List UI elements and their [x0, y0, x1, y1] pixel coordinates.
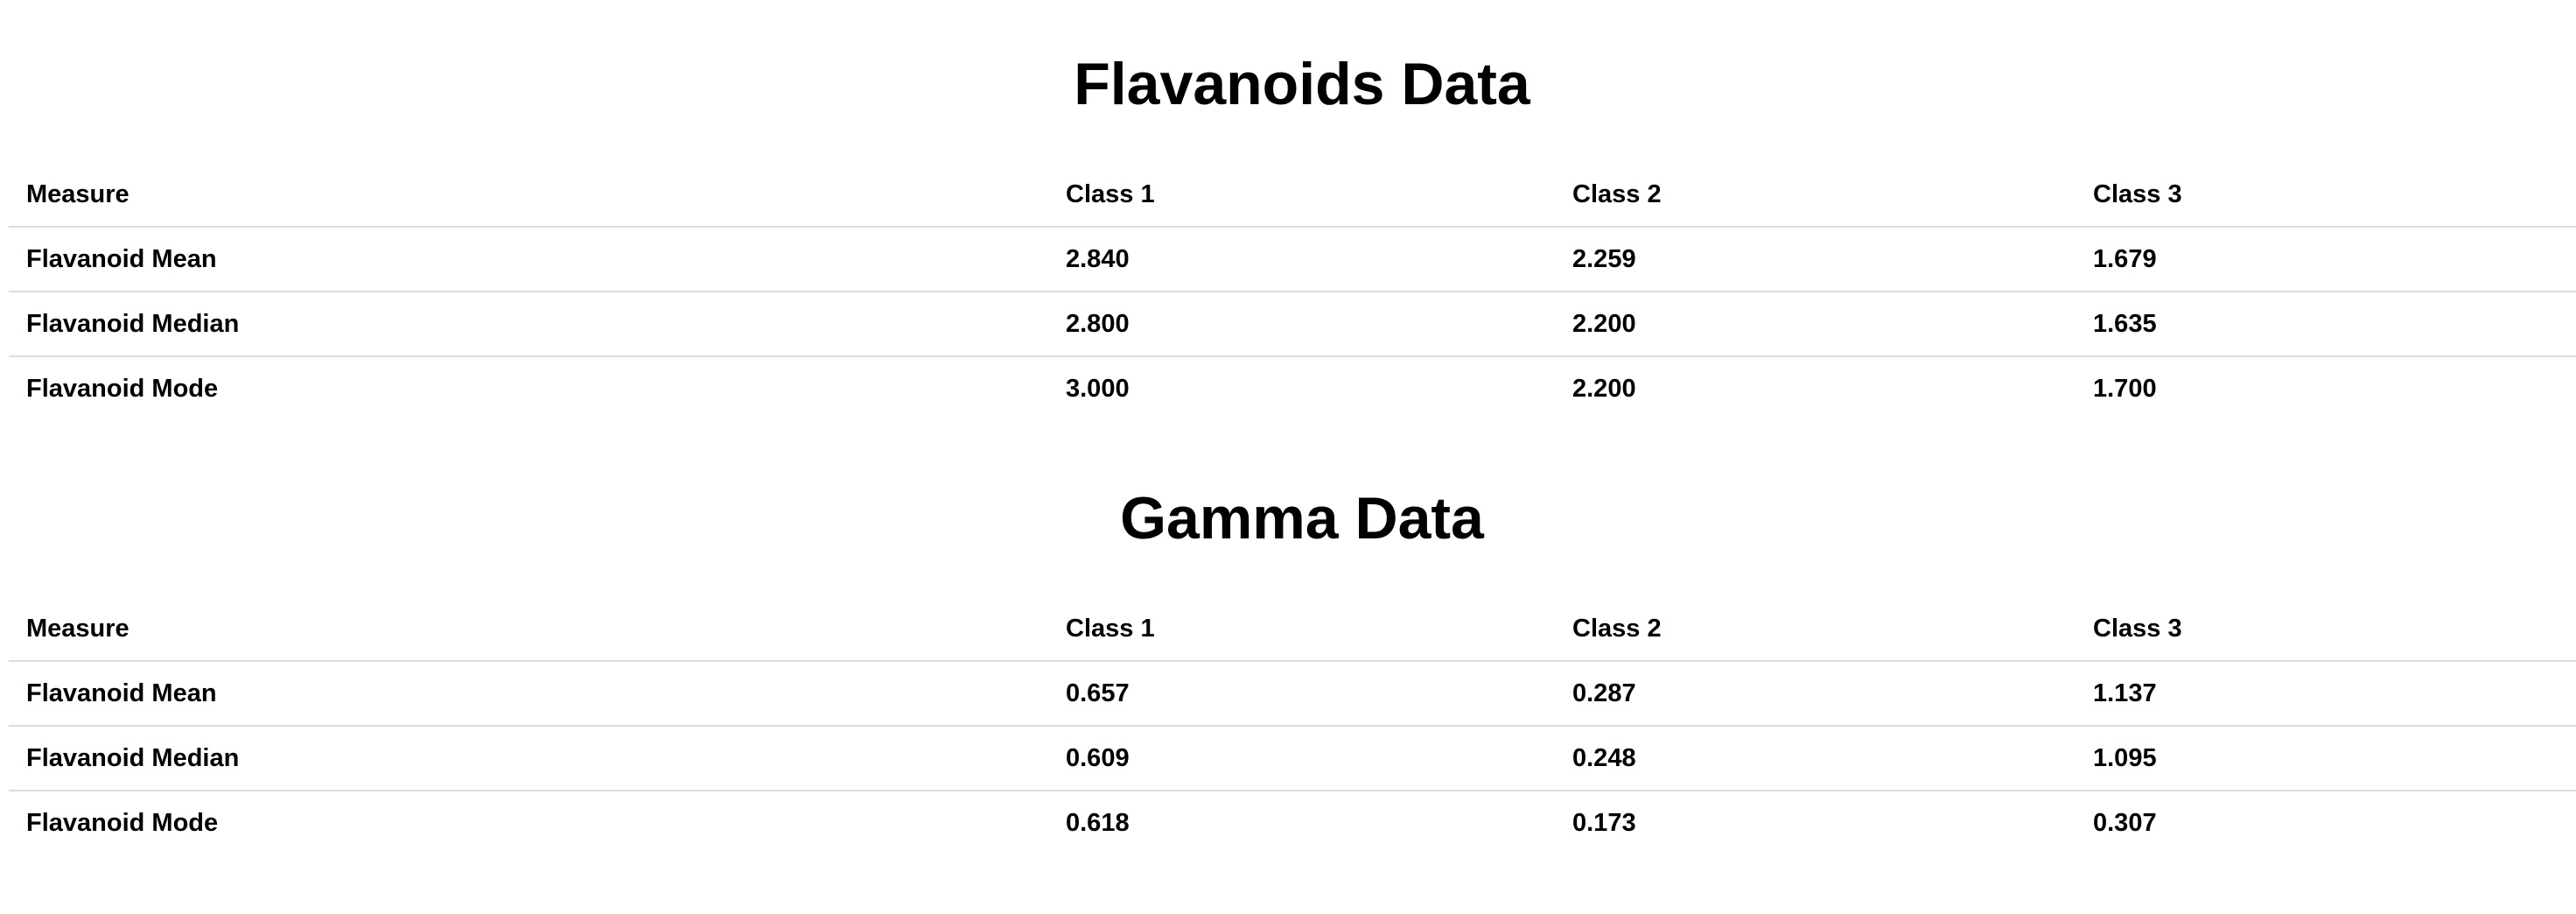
column-header-class-1: Class 1 [1048, 163, 1555, 228]
value-cell: 3.000 [1066, 375, 1130, 403]
measure-cell: Flavanoid Median [9, 726, 1048, 791]
flavanoids-title: Flavanoids Data [1074, 51, 1530, 117]
value-cell: 2.200 [1555, 292, 2076, 357]
column-header-class-3: Class 3 [2076, 597, 2576, 662]
value-cell: 2.840 [1048, 227, 1555, 292]
value-cell: 0.248 [1555, 726, 2076, 791]
table-row: Flavanoid Median 2.800 2.200 1.635 [9, 292, 2576, 357]
value-cell: 0.307 [2093, 809, 2157, 837]
measure-cell: Flavanoid Mode [26, 375, 219, 403]
column-header-measure: Measure [9, 163, 1048, 228]
table-row: Flavanoid Mode 0.618 0.173 0.307 [9, 791, 2576, 854]
measure-cell: Flavanoid Mode [26, 809, 219, 837]
gamma-table: Measure Class 1 Class 2 Class 3 Flavanoi… [9, 597, 2576, 854]
table-row: Flavanoid Mean 0.657 0.287 1.137 [9, 661, 2576, 727]
value-cell: 1.679 [2076, 227, 2576, 292]
value-cell: 0.287 [1555, 661, 2076, 727]
value-cell: 1.137 [2076, 661, 2576, 727]
value-cell: 0.609 [1048, 726, 1555, 791]
gamma-title: Gamma Data [1120, 485, 1484, 552]
value-cell: 0.657 [1048, 661, 1555, 727]
value-cell: 1.095 [2076, 726, 2576, 791]
measure-cell: Flavanoid Mean [9, 661, 1048, 727]
column-header-class-2: Class 2 [1555, 163, 2076, 228]
value-cell: 2.200 [1572, 375, 1636, 403]
measure-cell: Flavanoid Median [9, 292, 1048, 357]
table-header-row: Measure Class 1 Class 2 Class 3 [9, 163, 2576, 228]
value-cell: 0.618 [1066, 809, 1130, 837]
table-row: Flavanoid Mean 2.840 2.259 1.679 [9, 227, 2576, 292]
value-cell: 0.173 [1572, 809, 1636, 837]
table-row: Flavanoid Mode 3.000 2.200 1.700 [9, 356, 2576, 420]
table-header-row: Measure Class 1 Class 2 Class 3 [9, 597, 2576, 662]
value-cell: 1.700 [2093, 375, 2157, 403]
column-header-class-1: Class 1 [1048, 597, 1555, 662]
table-row: Flavanoid Median 0.609 0.248 1.095 [9, 726, 2576, 791]
column-header-class-3: Class 3 [2076, 163, 2576, 228]
column-header-class-2: Class 2 [1555, 597, 2076, 662]
value-cell: 2.800 [1048, 292, 1555, 357]
value-cell: 1.635 [2076, 292, 2576, 357]
column-header-measure: Measure [9, 597, 1048, 662]
value-cell: 2.259 [1555, 227, 2076, 292]
measure-cell: Flavanoid Mean [9, 227, 1048, 292]
flavanoids-table: Measure Class 1 Class 2 Class 3 Flavanoi… [9, 163, 2576, 420]
